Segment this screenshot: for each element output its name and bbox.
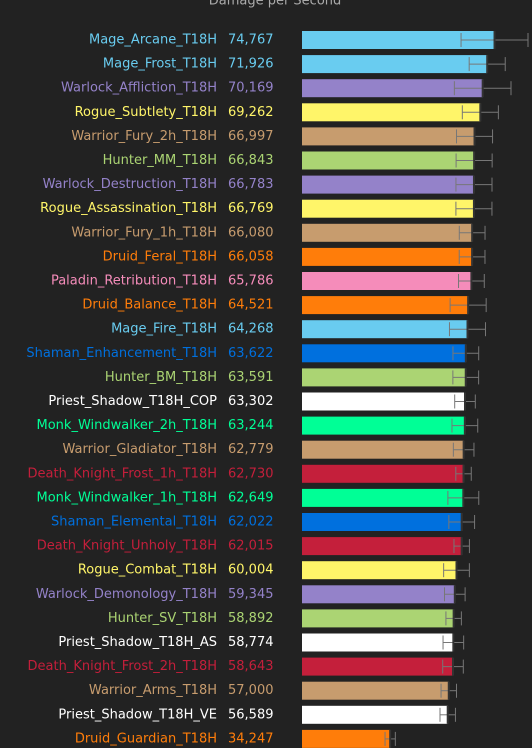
value-label: 63,622: [228, 346, 274, 361]
bar: [302, 440, 464, 459]
category-label: Monk_Windwalker_2h_T18H: [37, 418, 218, 433]
bar: [302, 633, 454, 652]
bar: [302, 247, 473, 266]
category-label: Druid_Balance_T18H: [82, 298, 217, 313]
bar: [302, 199, 474, 218]
value-label: 56,589: [228, 707, 274, 722]
value-label: 63,244: [228, 418, 274, 433]
bar: [302, 609, 454, 628]
value-label: 66,997: [228, 129, 274, 144]
value-label: 66,783: [228, 177, 274, 192]
value-label: 66,080: [228, 225, 274, 240]
value-label: 58,643: [228, 659, 274, 674]
category-label: Priest_Shadow_T18H_AS: [58, 635, 217, 650]
value-label: 57,000: [228, 683, 274, 698]
value-label: 63,591: [228, 370, 274, 385]
value-label: 66,843: [228, 153, 274, 168]
bar: [302, 31, 495, 49]
value-label: 74,767: [228, 33, 274, 48]
value-label: 70,169: [228, 81, 274, 96]
category-label: Death_Knight_Frost_1h_T18H: [28, 466, 217, 481]
bar: [302, 392, 466, 411]
bar: [302, 55, 488, 74]
bar: [302, 416, 465, 435]
value-label: 66,769: [228, 201, 274, 216]
value-label: 66,058: [228, 249, 274, 264]
value-label: 62,022: [228, 515, 274, 530]
category-label: Paladin_Retribution_T18H: [51, 274, 217, 289]
value-label: 71,926: [228, 57, 274, 72]
chart-title: Damage per Second: [209, 0, 342, 9]
value-label: 58,892: [228, 611, 274, 626]
category-label: Mage_Frost_T18H: [103, 57, 217, 72]
bar: [302, 103, 481, 122]
category-label: Mage_Fire_T18H: [111, 322, 217, 337]
bar: [302, 272, 472, 290]
category-label: Hunter_SV_T18H: [108, 611, 217, 626]
category-label: Druid_Feral_T18H: [103, 249, 217, 264]
category-label: Hunter_BM_T18H: [105, 370, 217, 385]
value-label: 62,779: [228, 442, 274, 457]
category-label: Druid_Guardian_T18H: [75, 731, 217, 746]
bar: [302, 320, 468, 339]
category-label: Mage_Arcane_T18H: [89, 33, 217, 48]
category-label: Shaman_Enhancement_T18H: [26, 346, 217, 361]
bar: [302, 127, 475, 146]
bar: [302, 151, 475, 170]
bar: [302, 585, 455, 604]
bar: [302, 729, 391, 748]
category-label: Warrior_Arms_T18H: [89, 683, 217, 698]
value-label: 64,521: [228, 298, 274, 313]
category-label: Monk_Windwalker_1h_T18H: [37, 490, 218, 505]
category-label: Warrior_Gladiator_T18H: [63, 442, 218, 457]
category-label: Warlock_Destruction_T18H: [43, 177, 217, 192]
bar: [302, 488, 464, 507]
value-label: 69,262: [228, 105, 274, 120]
category-label: Warlock_Affliction_T18H: [61, 81, 217, 96]
bar: [302, 681, 449, 700]
value-label: 60,004: [228, 563, 274, 578]
category-label: Warlock_Demonology_T18H: [36, 587, 217, 602]
category-label: Warrior_Fury_1h_T18H: [71, 225, 217, 240]
bar: [302, 175, 474, 194]
bar: [302, 464, 464, 483]
value-label: 62,015: [228, 539, 274, 554]
bar: [302, 705, 448, 724]
value-label: 58,774: [228, 635, 274, 650]
value-label: 64,268: [228, 322, 274, 337]
value-label: 65,786: [228, 274, 274, 289]
category-label: Warrior_Fury_2h_T18H: [71, 129, 217, 144]
bar: [302, 344, 466, 363]
bar: [302, 561, 457, 580]
value-label: 34,247: [228, 731, 274, 746]
value-label: 62,730: [228, 466, 274, 481]
bar: [302, 296, 469, 315]
bar: [302, 79, 483, 98]
category-label: Hunter_MM_T18H: [103, 153, 217, 168]
category-label: Rogue_Assassination_T18H: [40, 201, 217, 216]
category-label: Death_Knight_Frost_2h_T18H: [28, 659, 217, 674]
category-label: Death_Knight_Unholy_T18H: [37, 539, 217, 554]
bar: [302, 368, 466, 387]
category-label: Rogue_Subtlety_T18H: [75, 105, 217, 120]
category-label: Rogue_Combat_T18H: [78, 563, 217, 578]
bar: [302, 513, 462, 531]
value-label: 62,649: [228, 490, 274, 505]
category-label: Priest_Shadow_T18H_COP: [48, 394, 217, 409]
value-label: 63,302: [228, 394, 274, 409]
bar: [302, 657, 454, 676]
bar: [302, 537, 462, 556]
value-label: 59,345: [228, 587, 274, 602]
category-label: Shaman_Elemental_T18H: [51, 515, 217, 530]
bar: [302, 223, 473, 242]
category-label: Priest_Shadow_T18H_VE: [58, 707, 217, 722]
